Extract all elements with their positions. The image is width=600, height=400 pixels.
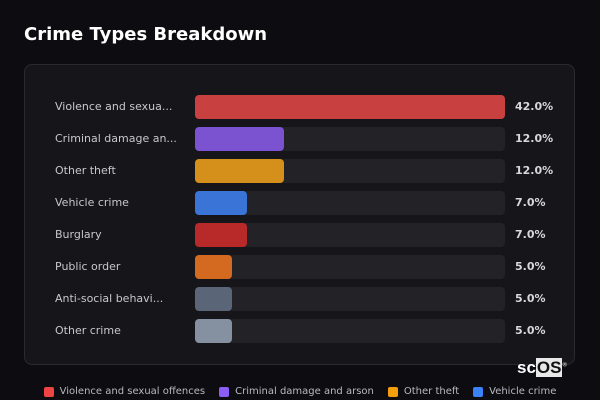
legend-item[interactable]: Vehicle crime bbox=[473, 386, 556, 397]
category-label: Anti-social behavi... bbox=[55, 292, 164, 305]
category-label: Other crime bbox=[55, 324, 121, 337]
category-label: Vehicle crime bbox=[55, 196, 129, 209]
bar[interactable] bbox=[195, 255, 232, 279]
category-label: Violence and sexua... bbox=[55, 100, 173, 113]
bar-row: Other theft 12.0% bbox=[25, 159, 574, 183]
legend-label: Other theft bbox=[403, 386, 460, 397]
bar[interactable] bbox=[195, 159, 284, 183]
bar-track bbox=[195, 159, 505, 183]
bar-row: Public order 5.0% bbox=[25, 255, 574, 279]
bar[interactable] bbox=[195, 287, 232, 311]
bar-row: Anti-social behavi... 5.0% bbox=[25, 287, 574, 311]
legend: Violence and sexual offences Criminal dam… bbox=[0, 386, 600, 397]
legend-item[interactable]: Other theft bbox=[387, 386, 460, 397]
category-label: Criminal damage an... bbox=[55, 132, 177, 145]
value-label: 12.0% bbox=[515, 132, 554, 145]
scos-logo: scOS® bbox=[517, 358, 567, 377]
value-label: 7.0% bbox=[515, 228, 546, 241]
bar-row: Burglary 7.0% bbox=[25, 223, 574, 247]
bar[interactable] bbox=[195, 191, 247, 215]
category-label: Burglary bbox=[55, 228, 102, 241]
value-label: 5.0% bbox=[515, 324, 546, 337]
legend-swatch bbox=[43, 386, 54, 397]
value-label: 5.0% bbox=[515, 260, 546, 273]
bar-row: Criminal damage an... 12.0% bbox=[25, 127, 574, 151]
bar-track bbox=[195, 255, 505, 279]
bar[interactable] bbox=[195, 319, 232, 343]
bar-track bbox=[195, 319, 505, 343]
bar-track bbox=[195, 287, 505, 311]
bar-row: Violence and sexua... 42.0% bbox=[25, 95, 574, 119]
chart-title: Crime Types Breakdown bbox=[24, 24, 268, 45]
bar-track bbox=[195, 191, 505, 215]
bar-track bbox=[195, 127, 505, 151]
bar-row: Other crime 5.0% bbox=[25, 319, 574, 343]
bar-track bbox=[195, 223, 505, 247]
bar-track bbox=[195, 95, 505, 119]
value-label: 7.0% bbox=[515, 196, 546, 209]
bar[interactable] bbox=[195, 95, 505, 119]
bar[interactable] bbox=[195, 127, 284, 151]
bar-row: Vehicle crime 7.0% bbox=[25, 191, 574, 215]
value-label: 42.0% bbox=[515, 100, 554, 113]
category-label: Other theft bbox=[55, 164, 116, 177]
chart-card: Violence and sexua... 42.0% Criminal dama… bbox=[24, 64, 575, 365]
legend-label: Criminal damage and arson bbox=[235, 386, 374, 397]
legend-item[interactable]: Criminal damage and arson bbox=[219, 386, 374, 397]
legend-swatch bbox=[219, 386, 230, 397]
legend-item[interactable]: Violence and sexual offences bbox=[43, 386, 206, 397]
legend-label: Violence and sexual offences bbox=[59, 386, 206, 397]
legend-swatch bbox=[387, 386, 398, 397]
legend-swatch bbox=[473, 386, 484, 397]
value-label: 12.0% bbox=[515, 164, 554, 177]
legend-label: Vehicle crime bbox=[489, 386, 557, 397]
value-label: 5.0% bbox=[515, 292, 546, 305]
bar[interactable] bbox=[195, 223, 247, 247]
category-label: Public order bbox=[55, 260, 121, 273]
